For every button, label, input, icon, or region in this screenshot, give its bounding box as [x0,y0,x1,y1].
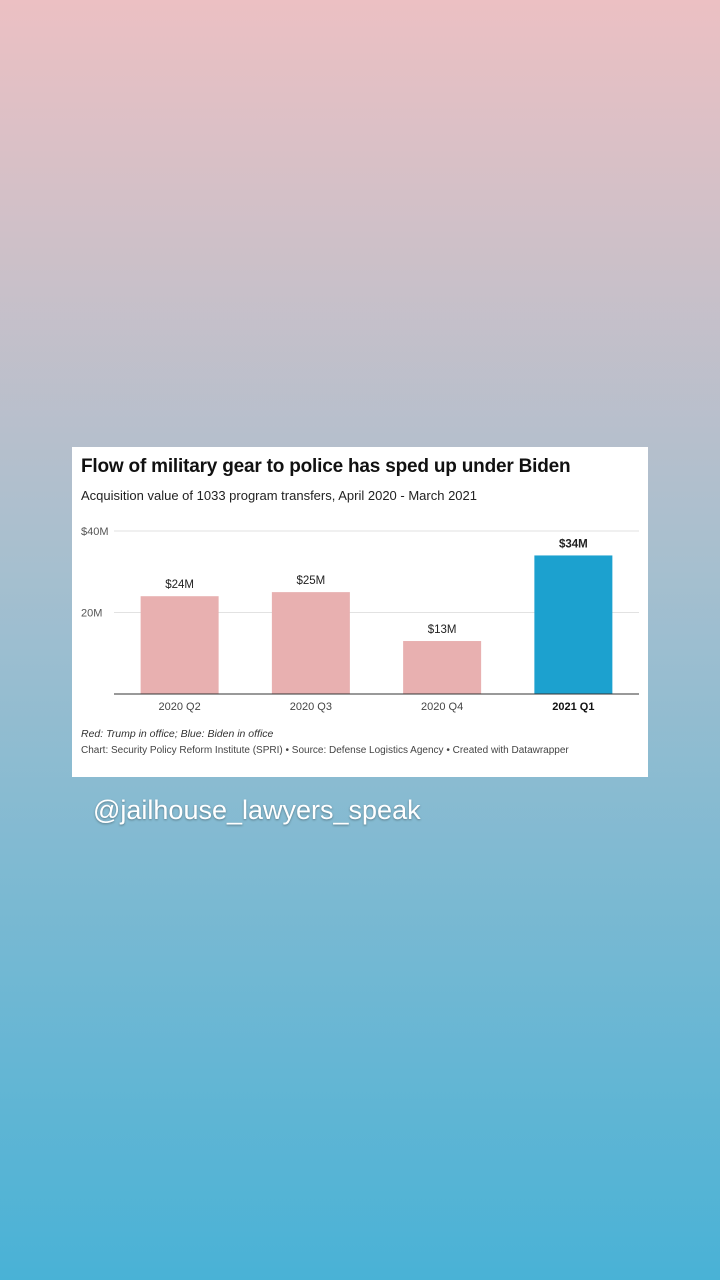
y-tick-label: 20M [81,608,102,620]
chart-card: 20M $40M $24M 2020 Q2 $25M 2020 Q3 $13M 2020 Q4… [72,447,648,777]
data-label: $24M [165,579,194,591]
data-label: $13M [428,624,457,636]
y-tick-label: $40M [81,526,109,538]
account-handle: @jailhouse_lawyers_speak [93,795,421,825]
bar [140,596,219,694]
bar [271,592,350,694]
x-tick-label: 2020 Q3 [290,701,332,713]
chart-subtitle: Acquisition value of 1033 program transf… [81,488,477,503]
bar [403,641,482,694]
chart-title: Flow of military gear to police has sped… [81,456,571,477]
chart-note: Red: Trump in office; Blue: Biden in off… [81,728,274,740]
bar-chart: 20M $40M $24M 2020 Q2 $25M 2020 Q3 $13M 2020 Q4… [81,526,639,713]
bar [534,555,613,694]
x-tick-label: 2020 Q4 [421,701,463,713]
x-tick-label: 2021 Q1 [552,701,594,713]
chart-credit: Chart: Security Policy Reform Institute … [81,745,569,756]
data-label: $25M [296,575,325,587]
x-tick-label: 2020 Q2 [159,701,201,713]
data-label: $34M [559,538,588,550]
